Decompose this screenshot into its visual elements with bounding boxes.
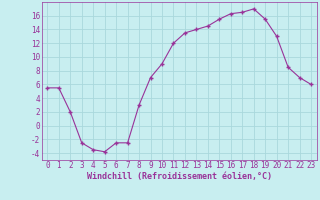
X-axis label: Windchill (Refroidissement éolien,°C): Windchill (Refroidissement éolien,°C) [87, 172, 272, 181]
